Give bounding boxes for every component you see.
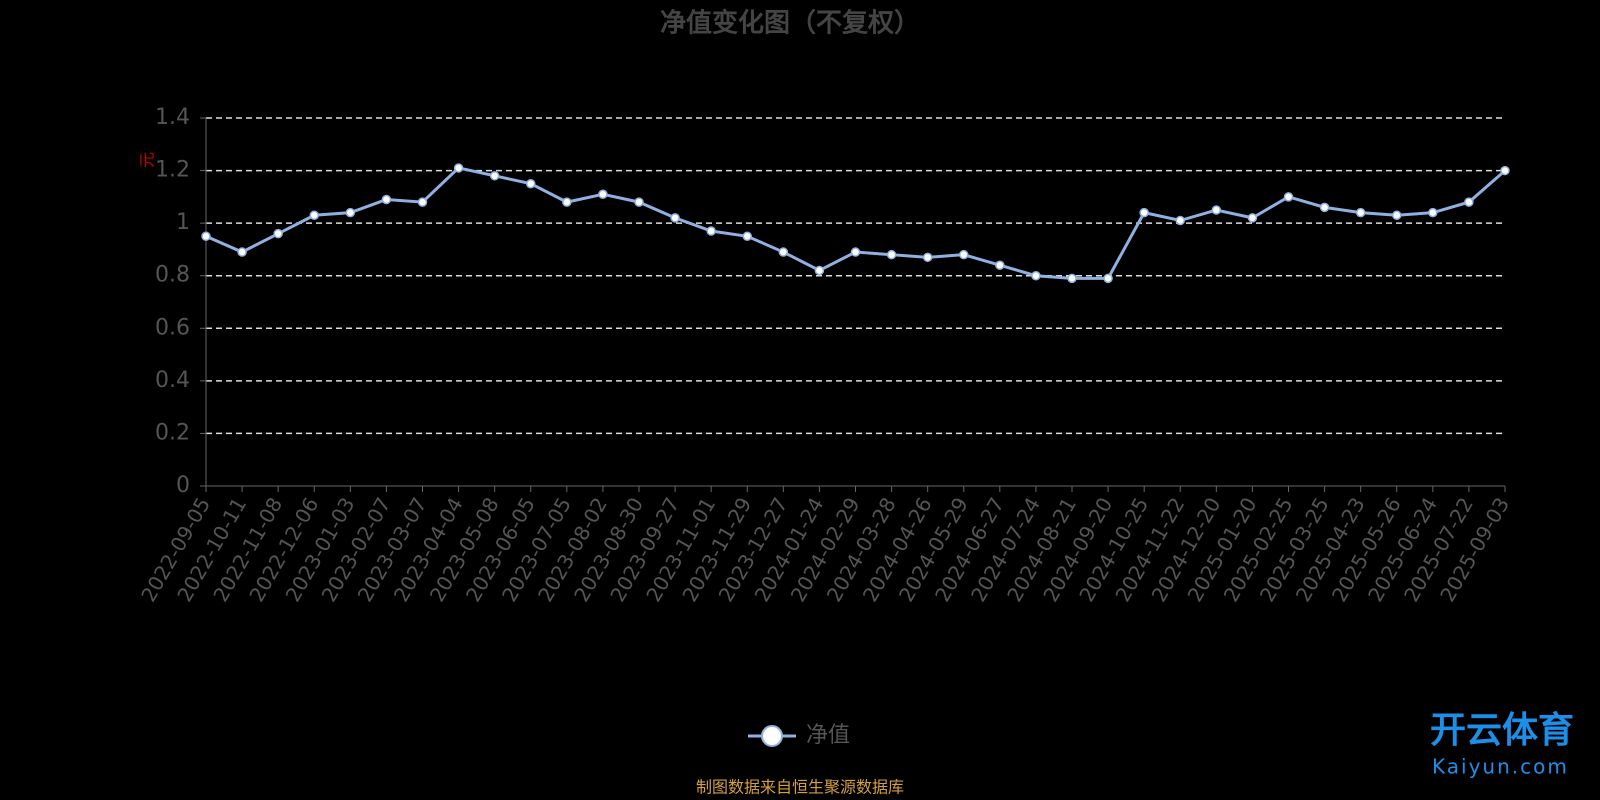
data-point: [1464, 197, 1474, 207]
y-tick-label: 0.4: [155, 368, 190, 393]
legend-label: 净值: [806, 723, 850, 748]
data-point: [850, 247, 861, 257]
data-point: [273, 228, 283, 239]
data-point: [1283, 192, 1294, 202]
data-point: [814, 265, 825, 276]
data-point: [309, 210, 319, 221]
data-point: [1247, 213, 1258, 223]
data-point: [670, 213, 680, 223]
data-point: [201, 231, 211, 242]
data-point: [1139, 207, 1149, 218]
data-point: [634, 197, 644, 207]
data-point: [1392, 210, 1402, 221]
watermark-name: 开云体育: [1430, 710, 1574, 751]
data-point: [1428, 207, 1438, 218]
legend-marker: [761, 725, 783, 747]
data-point: [1067, 273, 1077, 284]
y-tick-label: 1.2: [155, 158, 190, 183]
data-point: [1355, 207, 1366, 218]
data-point: [1031, 270, 1041, 281]
data-point: [417, 197, 428, 207]
data-point: [453, 163, 464, 173]
y-tick-label: 0.2: [155, 420, 190, 445]
y-tick-label: 0: [176, 473, 190, 498]
data-point: [922, 252, 933, 263]
data-point: [526, 178, 536, 189]
data-point: [1500, 165, 1510, 176]
chart-title: 净值变化图（不复权）: [660, 8, 920, 39]
source-note: 制图数据来自恒生聚源数据库: [696, 778, 904, 797]
data-point: [381, 194, 392, 205]
y-tick-label: 1: [176, 210, 190, 235]
data-point: [1211, 205, 1222, 215]
y-tick-label: 1.4: [155, 105, 190, 130]
data-point: [1175, 215, 1185, 226]
y-tick-label: 0.6: [155, 315, 190, 340]
data-point: [237, 247, 247, 257]
data-point: [1103, 273, 1113, 284]
data-point: [345, 207, 356, 218]
data-point: [778, 247, 789, 257]
watermark-site: Kaiyun.com: [1432, 755, 1569, 779]
data-point: [886, 249, 897, 260]
data-point: [706, 226, 716, 236]
data-point: [995, 260, 1005, 270]
y-axis-label: 元: [138, 152, 157, 168]
data-point: [562, 197, 572, 207]
data-point: [742, 231, 752, 242]
data-point: [959, 249, 969, 260]
data-point: [1319, 202, 1330, 213]
y-tick-label: 0.8: [155, 263, 190, 288]
data-point: [489, 171, 500, 181]
data-point: [598, 189, 608, 199]
